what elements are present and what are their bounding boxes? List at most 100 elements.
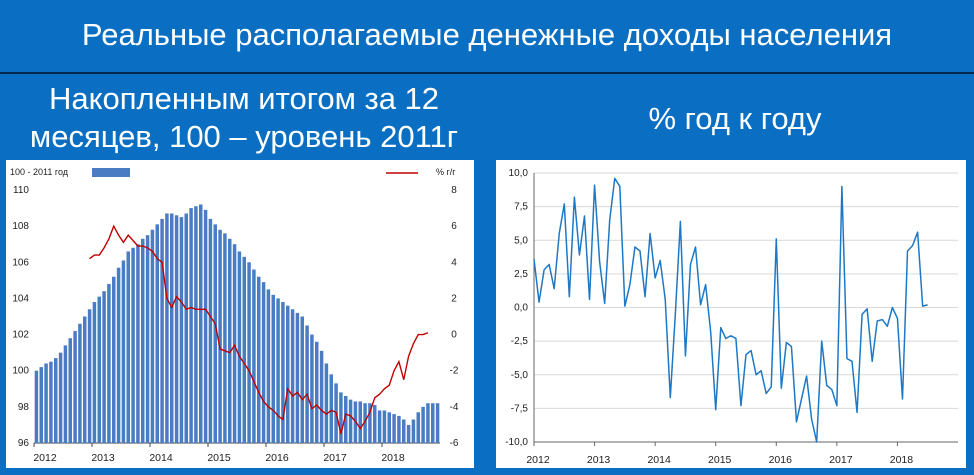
x-tick-label: 2018 bbox=[381, 452, 405, 464]
bar bbox=[431, 403, 435, 443]
bar bbox=[97, 296, 101, 443]
y-right-tick-label: 8 bbox=[451, 185, 457, 196]
bar bbox=[208, 218, 213, 443]
bar bbox=[160, 218, 164, 443]
y-tick-label: -10,0 bbox=[505, 437, 528, 448]
bar bbox=[39, 367, 43, 443]
bar bbox=[174, 215, 179, 443]
bar bbox=[218, 229, 222, 443]
y-right-tick-label: 4 bbox=[451, 257, 457, 268]
bar bbox=[276, 298, 280, 443]
x-tick-label: 2014 bbox=[647, 454, 671, 466]
y-left-tick-label: 98 bbox=[18, 402, 30, 413]
bar bbox=[281, 302, 285, 443]
bar bbox=[141, 238, 145, 443]
x-tick-label: 2014 bbox=[149, 452, 173, 464]
bar bbox=[348, 399, 353, 443]
bar bbox=[252, 269, 256, 443]
bar bbox=[421, 406, 425, 443]
y-left-tick-label: 104 bbox=[12, 293, 29, 304]
bar bbox=[73, 330, 77, 443]
y-left-tick-label: 110 bbox=[13, 185, 29, 196]
bar bbox=[319, 350, 324, 443]
bar bbox=[377, 410, 382, 443]
bar bbox=[305, 325, 309, 443]
x-tick-label: 2018 bbox=[890, 454, 914, 466]
bar bbox=[184, 213, 188, 443]
x-tick-label: 2016 bbox=[769, 454, 793, 466]
right-chart-subtitle: % год к году bbox=[648, 101, 822, 136]
bar bbox=[310, 334, 314, 443]
series-line-yoy bbox=[89, 224, 429, 435]
y-right-tick-label: 2 bbox=[451, 293, 457, 304]
bar bbox=[44, 363, 48, 443]
bar bbox=[315, 341, 319, 443]
y-tick-label: 5,0 bbox=[514, 235, 528, 246]
yoy-income-chart: -10,0 -7,5 -5,0 -2,5 0,0 2,5 5,0 7,5 10,0 2012 201… bbox=[505, 168, 958, 466]
cumulative-income-chart: 100 - 2011 год % г/г 96 98 100 102 104 106 108 11… bbox=[10, 167, 459, 464]
y-left-tick-label: 100 bbox=[12, 366, 29, 377]
bar bbox=[237, 251, 242, 443]
bar bbox=[261, 282, 266, 443]
bar bbox=[373, 405, 377, 443]
bar bbox=[290, 309, 295, 443]
y-tick-label: 7,5 bbox=[514, 202, 528, 213]
bar bbox=[199, 204, 203, 443]
bar bbox=[136, 244, 140, 443]
bar bbox=[271, 294, 275, 443]
bar bbox=[194, 206, 198, 443]
bar bbox=[368, 403, 372, 443]
bar bbox=[286, 305, 290, 443]
bar bbox=[150, 229, 155, 443]
bar bbox=[402, 419, 406, 443]
bar bbox=[155, 224, 159, 443]
left-chart-panel: 100 - 2011 год % г/г 96 98 100 102 104 106 108 11… bbox=[6, 160, 474, 468]
y-left-tick-label: 102 bbox=[12, 330, 29, 341]
left-chart-subtitle: Накопленным итогом за 12 месяцев, 100 – … bbox=[29, 81, 459, 154]
bar bbox=[58, 352, 63, 443]
bar bbox=[247, 262, 251, 443]
bar bbox=[329, 374, 333, 443]
x-tick-label: 2017 bbox=[829, 454, 853, 466]
bar bbox=[112, 276, 116, 443]
y-left-tick-label: 108 bbox=[12, 221, 29, 232]
y-tick-label: -7,5 bbox=[511, 403, 529, 414]
bar bbox=[87, 309, 92, 443]
bar bbox=[121, 260, 126, 443]
bar bbox=[300, 316, 304, 443]
y-left-tick-label: 106 bbox=[12, 257, 29, 268]
bar bbox=[435, 403, 440, 443]
legend-bar-swatch bbox=[92, 168, 130, 177]
x-tick-label: 2017 bbox=[323, 452, 347, 464]
page-title: Реальные располагаемые денежные доходы н… bbox=[81, 17, 893, 52]
y-tick-label: -5,0 bbox=[511, 370, 529, 381]
y-right-tick-label: -4 bbox=[450, 402, 459, 413]
y-tick-label: 0,0 bbox=[514, 303, 528, 314]
y-left-tick-label: 96 bbox=[18, 438, 30, 449]
bar bbox=[223, 233, 227, 443]
x-tick-label: 2016 bbox=[265, 452, 289, 464]
bar bbox=[92, 302, 97, 443]
y-right-tick-label: 0 bbox=[451, 330, 457, 341]
bar bbox=[232, 244, 237, 443]
bar bbox=[411, 419, 416, 443]
legend-line-label: % г/г bbox=[436, 167, 456, 177]
bar bbox=[397, 415, 401, 443]
right-chart-panel: -10,0 -7,5 -5,0 -2,5 0,0 2,5 5,0 7,5 10,0 2012 201… bbox=[496, 160, 966, 468]
bar bbox=[228, 238, 232, 443]
bar bbox=[145, 235, 150, 443]
bar bbox=[179, 217, 184, 443]
bar bbox=[358, 401, 362, 443]
y-right-tick-label: -2 bbox=[450, 366, 459, 377]
bar bbox=[213, 224, 217, 443]
y-tick-label: 10,0 bbox=[509, 168, 529, 179]
bar bbox=[344, 396, 348, 443]
y-right-tick-label: -6 bbox=[450, 438, 459, 449]
bar bbox=[416, 412, 420, 443]
bar bbox=[266, 289, 271, 443]
bar bbox=[54, 358, 58, 443]
x-tick-label: 2013 bbox=[91, 452, 115, 464]
y-tick-label: -2,5 bbox=[511, 336, 529, 347]
bar bbox=[295, 312, 300, 443]
bar bbox=[189, 208, 193, 443]
